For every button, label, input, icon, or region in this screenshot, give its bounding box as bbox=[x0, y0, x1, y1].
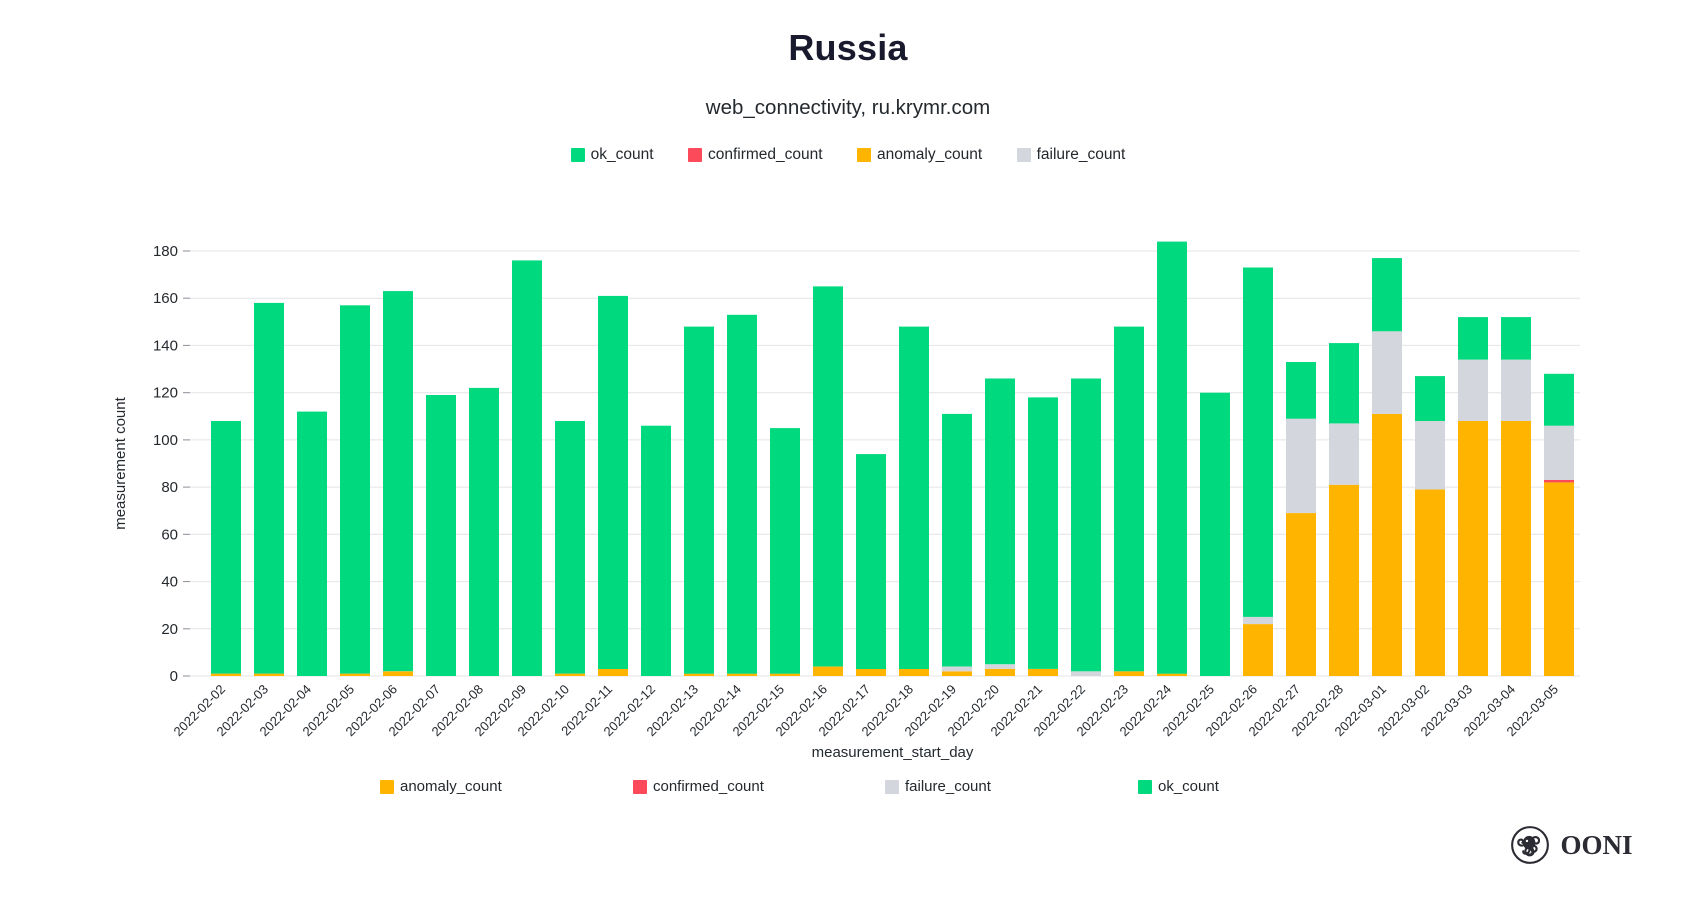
svg-text:180: 180 bbox=[153, 243, 178, 260]
svg-text:60: 60 bbox=[161, 526, 178, 543]
svg-text:measurement_start_day: measurement_start_day bbox=[812, 744, 974, 760]
svg-text:100: 100 bbox=[153, 432, 178, 449]
svg-text:80: 80 bbox=[161, 479, 178, 496]
svg-text:120: 120 bbox=[153, 385, 178, 402]
svg-text:measurement count: measurement count bbox=[112, 396, 129, 529]
svg-text:140: 140 bbox=[153, 337, 178, 354]
svg-text:20: 20 bbox=[161, 621, 178, 638]
svg-text:0: 0 bbox=[170, 668, 178, 685]
svg-text:160: 160 bbox=[153, 290, 178, 307]
svg-text:40: 40 bbox=[161, 574, 178, 591]
